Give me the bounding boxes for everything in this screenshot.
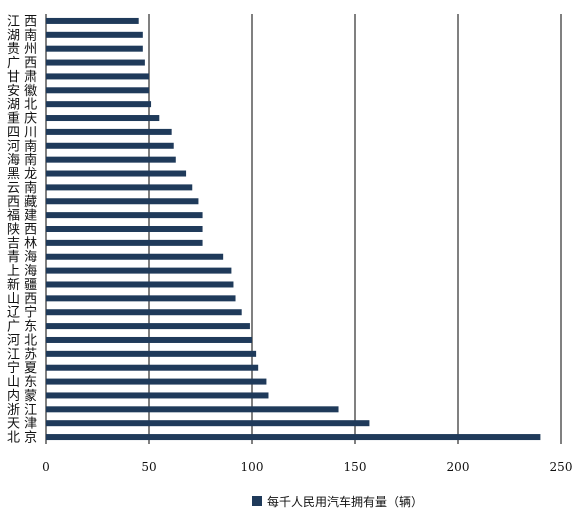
category-label: 江 西 [7,14,37,29]
legend: 每千人民用汽车拥有量（辆） [252,494,423,509]
bar-2 [46,45,143,52]
bar-11 [46,170,187,177]
category-label: 宁 夏 [7,360,37,376]
bar-4 [46,73,149,80]
category-label: 山 西 [7,292,37,307]
bar-22 [46,323,250,330]
category-label: 湖 北 [7,98,37,113]
category-label: 福 建 [7,209,37,224]
category-labels: 江 西湖 南贵 州广 西甘 肃安 徽湖 北重 庆四 川河 南海 南黑 龙云 南西… [7,14,37,445]
bar-24 [46,350,257,357]
bar-0 [46,17,139,24]
bar-25 [46,364,259,371]
category-label: 陕 西 [7,223,37,238]
x-tick-labels: 0 50 100 150 200 250 [42,460,572,474]
legend-swatch [252,496,262,506]
category-label: 河 南 [7,138,37,154]
category-label: 河 北 [7,333,37,348]
bar-19 [46,281,234,288]
category-label: 重 庆 [7,111,37,127]
category-label: 北 京 [7,431,37,446]
bar-6 [46,101,152,108]
category-label: 黑 龙 [7,167,37,182]
bar-12 [46,184,193,191]
category-label: 湖 南 [7,27,37,43]
bar-3 [46,59,145,66]
x-tick-label: 100 [241,460,264,474]
bar-20 [46,295,236,302]
bar-16 [46,239,203,246]
bar-27 [46,392,269,399]
bar-18 [46,267,232,274]
bar-1 [46,31,143,38]
category-label: 浙 江 [7,403,37,418]
bar-5 [46,87,149,94]
category-label: 云 南 [7,180,37,196]
category-label: 西 藏 [7,195,37,210]
bar-9 [46,142,174,149]
bars [46,17,541,441]
category-label: 内 蒙 [7,388,37,404]
bar-15 [46,226,203,232]
category-label: 山 东 [7,375,37,390]
bar-30 [46,434,541,441]
category-label: 广 东 [7,320,37,335]
x-tick-label: 150 [344,460,367,474]
bar-17 [46,253,224,260]
bar-8 [46,128,172,135]
category-label: 江 苏 [7,346,37,362]
category-label: 贵 州 [7,42,37,57]
bar-14 [46,212,203,219]
x-tick-label: 0 [42,460,50,474]
bar-13 [46,198,199,205]
bar-21 [46,309,242,316]
category-label: 青 海 [7,250,37,265]
x-tick-label: 50 [141,460,156,474]
category-label: 广 西 [7,56,37,71]
bar-10 [46,156,176,163]
category-label: 新 疆 [7,277,37,293]
category-label: 吉 林 [7,236,37,251]
category-label: 上 海 [7,264,37,279]
bar-23 [46,336,252,343]
category-label: 甘 肃 [7,70,37,85]
legend-label: 每千人民用汽车拥有量（辆） [267,494,423,509]
category-label: 安 徽 [7,84,37,99]
x-tick-label: 200 [447,460,470,474]
category-label: 四 川 [7,125,37,140]
category-label: 辽 宁 [7,305,37,321]
bar-29 [46,420,370,427]
category-label: 海 南 [7,152,37,168]
bar-28 [46,406,339,413]
bar-7 [46,115,160,122]
bar-26 [46,378,267,385]
category-label: 天 津 [7,417,37,432]
x-tick-label: 250 [550,460,573,474]
